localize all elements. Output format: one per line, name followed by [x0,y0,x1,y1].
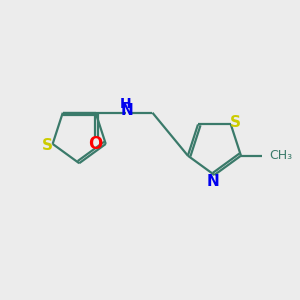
Text: H: H [120,97,131,111]
Text: S: S [42,138,53,153]
Text: N: N [207,174,219,189]
Text: O: O [88,135,102,153]
Text: CH₃: CH₃ [269,149,292,162]
Text: N: N [121,103,134,118]
Text: S: S [230,115,241,130]
